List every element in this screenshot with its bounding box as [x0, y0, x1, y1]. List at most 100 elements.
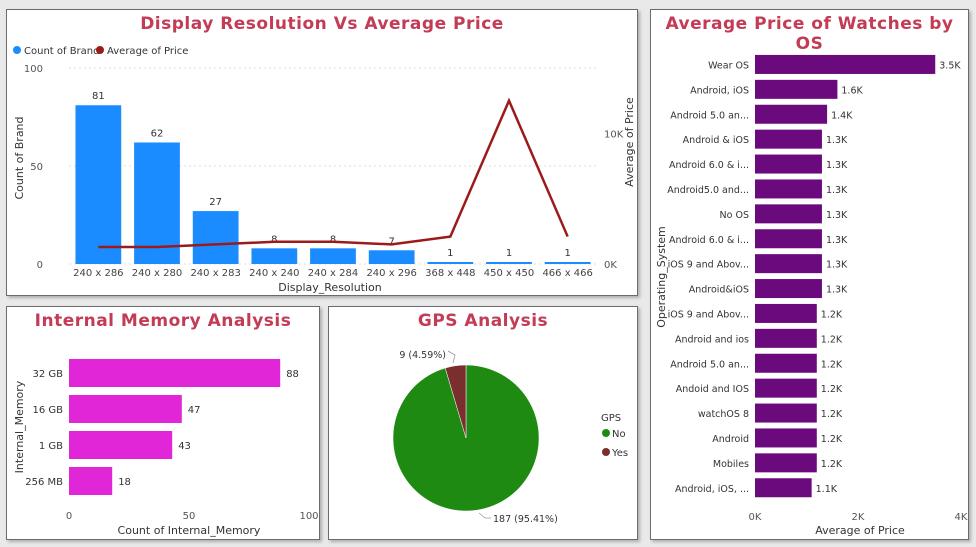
bar-data-label: 1 — [506, 248, 512, 259]
y-axis-title: Operating_System — [655, 226, 668, 328]
pie-slice-yes — [444, 364, 467, 439]
x-tick-label: 0 — [66, 511, 72, 522]
bar-count — [427, 262, 474, 264]
bar-data-label: 1.2K — [821, 359, 843, 370]
bar-data-label: 1.3K — [826, 235, 848, 246]
bar-os — [755, 104, 828, 124]
x-tick-label: 240 x 280 — [132, 268, 182, 279]
display-resolution-panel[interactable]: Display Resolution Vs Average Price Coun… — [6, 9, 638, 296]
x-tick-label: 240 x 286 — [73, 268, 123, 279]
os-category-label: Mobiles — [713, 459, 749, 470]
os-category-label: Android, iOS, ... — [675, 484, 749, 495]
os-category-label: Android 6.0 & i... — [669, 235, 749, 246]
os-price-chart: Wear OS 3.5K Android, iOS 1.6K Android 5.0 a… — [655, 54, 968, 537]
memory-category-label: 32 GB — [32, 369, 63, 380]
bar-memory — [69, 395, 182, 423]
bar-count — [75, 105, 122, 265]
os-category-label: Android 6.0 & i... — [669, 160, 749, 171]
leader-line — [478, 512, 491, 519]
x-tick-label: 368 x 448 — [425, 268, 475, 279]
x-axis-title: Display_Resolution — [278, 281, 382, 294]
bar-count — [251, 248, 298, 264]
bar-data-label: 1.2K — [821, 309, 843, 320]
y-tick-label: 100 — [24, 64, 43, 75]
x-tick-label: 2K — [852, 512, 865, 523]
display-chart-title: Display Resolution Vs Average Price — [140, 14, 504, 34]
display-resolution-chart: Count of Brand Average of Price 0 50 100 0K 10… — [13, 46, 636, 294]
bar-data-label: 1.6K — [841, 85, 863, 96]
bar-data-label: 1.3K — [826, 285, 848, 296]
bar-os — [755, 129, 822, 149]
bar-os — [755, 154, 822, 174]
x-tick-label: 50 — [183, 511, 196, 522]
x-tick-label: 0K — [749, 512, 762, 523]
x-tick-label: 240 x 240 — [249, 268, 299, 279]
bar-data-label: 1.2K — [821, 334, 843, 345]
x-axis-title: Count of Internal_Memory — [118, 524, 261, 537]
memory-category-label: 1 GB — [39, 441, 63, 452]
legend-count-marker — [13, 46, 21, 54]
bar-data-label: 1 — [564, 248, 570, 259]
pie-data-label: 187 (95.41%) — [493, 514, 558, 525]
y2-axis-title: Average of Price — [623, 97, 636, 187]
y-axis-title: Internal_Memory — [13, 380, 26, 473]
bar-data-label: 62 — [151, 128, 164, 139]
x-tick-label: 466 x 466 — [542, 268, 592, 279]
bar-count — [310, 248, 356, 264]
memory-category-label: 256 MB — [25, 477, 63, 488]
bar-os — [755, 279, 822, 299]
os-category-label: Android&iOS — [689, 285, 749, 296]
bar-data-label: 18 — [118, 477, 131, 488]
y2-tick-label: 0K — [604, 260, 617, 271]
bar-os — [755, 303, 817, 323]
bar-os — [755, 328, 817, 348]
avg-price-line — [98, 97, 569, 249]
bar-os — [755, 478, 812, 498]
bar-data-label: 27 — [209, 197, 222, 208]
gps-chart-title: GPS Analysis — [417, 311, 549, 331]
bar-count — [134, 142, 180, 264]
bar-os — [755, 453, 817, 473]
bar-os — [755, 179, 822, 199]
os-category-label: Android 5.0 an... — [670, 359, 749, 370]
legend-count-label: Count of Brand — [24, 46, 99, 57]
os-category-label: iOS 9 and Abov... — [668, 309, 749, 320]
bar-os — [755, 229, 822, 249]
os-category-label: Wear OS — [708, 60, 749, 71]
bar-data-label: 1.3K — [826, 210, 848, 221]
bar-data-label: 1.1K — [816, 484, 838, 495]
leader-line — [447, 350, 456, 364]
bar-os — [755, 79, 838, 99]
memory-chart-title: Internal Memory Analysis — [34, 311, 292, 331]
gps-panel[interactable]: GPS Analysis 9 (4.59%) 187 (95.41%) GPS No Y… — [328, 306, 638, 540]
bar-data-label: 8 — [271, 234, 277, 245]
bar-data-label: 1.3K — [826, 185, 848, 196]
legend-no-marker — [602, 429, 610, 437]
os-category-label: Android, iOS — [690, 85, 749, 96]
os-price-panel[interactable]: Average Price of Watches by OS Wear OS 3.… — [650, 9, 969, 540]
bar-count — [544, 262, 591, 264]
bar-data-label: 3.5K — [939, 60, 961, 71]
bar-data-label: 1.3K — [826, 260, 848, 271]
memory-panel[interactable]: Internal Memory Analysis 32 GB 88 16 GB 47 1… — [6, 306, 320, 540]
bar-os — [755, 54, 936, 74]
bar-data-label: 1.2K — [821, 434, 843, 445]
bar-count — [368, 250, 415, 264]
os-category-label: iOS 9 and Abov... — [668, 260, 749, 271]
x-axis-title: Average of Price — [815, 524, 905, 537]
os-category-label: watchOS 8 — [698, 409, 749, 420]
bar-os — [755, 353, 817, 373]
bar-count — [486, 262, 532, 264]
bar-data-label: 1.2K — [821, 384, 843, 395]
legend-yes-label: Yes — [611, 448, 628, 459]
bar-data-label: 1.2K — [821, 459, 843, 470]
os-category-label: Android & iOS — [683, 135, 749, 146]
x-tick-label: 450 x 450 — [484, 268, 534, 279]
bar-data-label: 8 — [330, 234, 336, 245]
os-category-label: Android and ios — [675, 334, 749, 345]
legend-yes-marker — [602, 448, 610, 456]
x-tick-label: 240 x 283 — [190, 268, 240, 279]
bar-data-label: 81 — [92, 91, 105, 102]
bar-memory — [69, 359, 281, 387]
bar-memory — [69, 431, 173, 459]
